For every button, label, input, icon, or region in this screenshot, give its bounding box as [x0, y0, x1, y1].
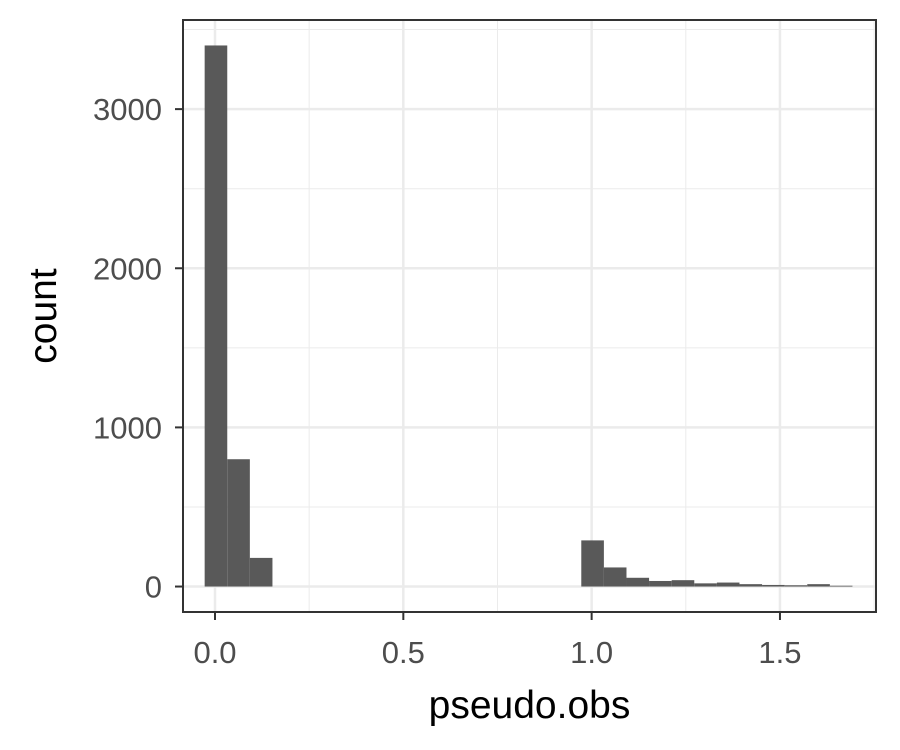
x-tick-label: 1.0 — [570, 635, 613, 670]
histogram-bar — [716, 582, 740, 587]
histogram-bar — [204, 45, 228, 587]
histogram-bar — [603, 567, 627, 587]
histogram-bar — [626, 577, 650, 587]
y-tick-label: 1000 — [93, 410, 162, 445]
histogram-bar — [694, 583, 717, 587]
minor-gridlines — [183, 20, 876, 612]
y-tick-label: 2000 — [93, 251, 162, 286]
histogram-bar — [581, 540, 604, 587]
x-axis-title: pseudo.obs — [429, 684, 631, 727]
histogram-bar — [739, 584, 763, 587]
y-tick-label: 0 — [145, 570, 162, 605]
x-tick-label: 1.5 — [758, 635, 801, 670]
histogram-bar — [784, 585, 808, 587]
histogram-bars — [204, 45, 853, 587]
histogram-bar — [671, 580, 695, 587]
histogram-bar — [227, 459, 250, 587]
y-axis-ticks: 0 1000 2000 3000 — [93, 92, 183, 605]
y-tick-label: 3000 — [93, 92, 162, 127]
y-axis-title: count — [22, 268, 65, 364]
x-tick-label: 0.0 — [193, 635, 236, 670]
histogram-bar — [807, 584, 830, 587]
histogram-bar — [649, 580, 672, 587]
x-axis-ticks: 0.0 0.5 1.0 1.5 — [193, 612, 802, 670]
plot-panel-border — [182, 19, 877, 613]
histogram-bar — [829, 585, 853, 587]
x-tick-label: 0.5 — [382, 635, 425, 670]
histogram-bar — [249, 557, 273, 587]
histogram-bar — [762, 584, 785, 587]
